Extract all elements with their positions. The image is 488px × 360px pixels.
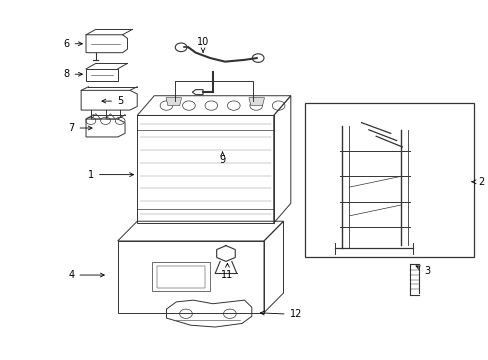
Bar [305, 103, 473, 257]
Text: 1: 1 [88, 170, 133, 180]
Text: 4: 4 [68, 270, 104, 280]
Text: 8: 8 [63, 69, 82, 79]
Text: 2: 2 [471, 177, 483, 187]
Text: 9: 9 [219, 152, 225, 165]
Text: 7: 7 [68, 123, 92, 133]
Bar [86, 69, 118, 81]
Text: 11: 11 [221, 264, 233, 280]
Polygon shape [165, 98, 181, 105]
Text: 6: 6 [63, 39, 82, 49]
Bar [152, 262, 210, 291]
Polygon shape [248, 98, 264, 105]
Text: 12: 12 [260, 310, 301, 319]
Text: 10: 10 [197, 37, 209, 53]
Text: 5: 5 [102, 96, 123, 106]
Text: 3: 3 [415, 266, 429, 276]
Bar [157, 266, 205, 288]
